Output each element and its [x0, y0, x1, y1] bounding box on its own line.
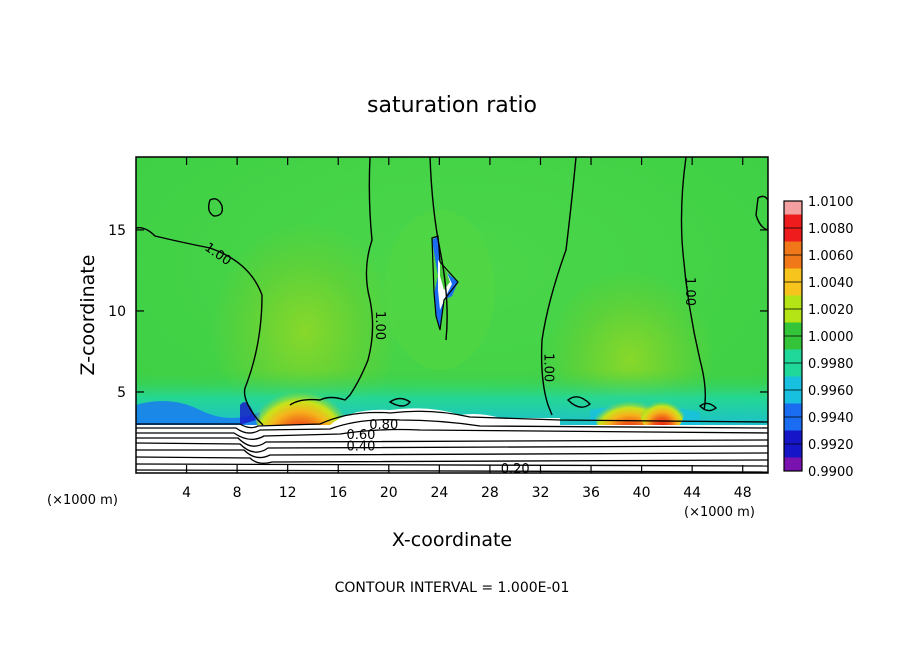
x-tick-label: 8 [233, 485, 242, 501]
x-tick-label: 44 [683, 485, 701, 501]
x-tick-label: 16 [329, 485, 347, 501]
x-tick-label: 48 [734, 485, 752, 501]
contour-lines [136, 157, 768, 426]
x-unit-right: (×1000 m) [684, 505, 755, 520]
colorbar-swatch [784, 309, 802, 323]
y-tick-label: 15 [108, 223, 126, 239]
colorbar-label: 1.0000 [808, 330, 854, 345]
colorbar-swatch [784, 457, 802, 471]
contour-label: 0.40 [347, 439, 376, 454]
contour-interval-note: CONTOUR INTERVAL = 1.000E-01 [335, 580, 570, 596]
colorbar-label: 1.0060 [808, 249, 854, 264]
x-tick-label: 32 [532, 485, 550, 501]
colorbar-swatch [784, 268, 802, 282]
x-unit-left: (×1000 m) [47, 493, 118, 508]
colorbar-swatch [784, 376, 802, 390]
colorbar-swatch [784, 390, 802, 404]
stratified-contours [136, 410, 768, 473]
colorbar-swatch [784, 417, 802, 431]
contour-label: 0.20 [501, 462, 530, 477]
colorbar-swatch [784, 295, 802, 309]
colorbar: 1.0100 1.0080 1.0060 1.0040 1.0020 1.0000 0.99… [783, 195, 854, 480]
x-axis-ticks: 4 8 12 16 20 24 28 32 36 40 44 48 [182, 157, 752, 501]
colorbar-swatch [784, 255, 802, 269]
x-axis-label: X-coordinate [392, 529, 512, 551]
contour-label: 1.00 [682, 277, 697, 306]
contour-label: 1.00 [540, 353, 555, 382]
contour-label: 0.80 [369, 418, 398, 433]
colorbar-label: 0.9900 [808, 465, 854, 480]
colorbar-label: 1.0040 [808, 276, 854, 291]
y-axis-ticks: 5 10 15 [108, 223, 768, 401]
y-tick-label: 5 [117, 385, 126, 401]
x-tick-label: 36 [582, 485, 600, 501]
colorbar-swatch [784, 403, 802, 417]
x-tick-label: 28 [481, 485, 499, 501]
contour-label: 1.00 [372, 311, 387, 340]
colorbar-swatch [784, 201, 802, 215]
y-axis-label: Z-coordinate [77, 255, 99, 376]
contour-label: 0.60 [347, 428, 376, 443]
contour-field [136, 157, 768, 473]
y-tick-label: 10 [108, 304, 126, 320]
colorbar-label: 1.0020 [808, 303, 854, 318]
x-tick-label: 20 [380, 485, 398, 501]
colorbar-swatch [784, 228, 802, 242]
colorbar-swatch [784, 214, 802, 228]
x-tick-label: 24 [430, 485, 448, 501]
colorbar-swatch [784, 430, 802, 444]
colorbar-swatch [784, 349, 802, 363]
colorbar-swatch [784, 282, 802, 296]
colorbar-label: 0.9960 [808, 384, 854, 399]
colorbar-swatch [784, 322, 802, 336]
colorbar-swatch [784, 241, 802, 255]
plot-frame [135, 156, 769, 474]
colorbar-label: 0.9920 [808, 438, 854, 453]
x-tick-label: 12 [279, 485, 297, 501]
colorbar-label: 0.9980 [808, 357, 854, 372]
x-tick-label: 40 [633, 485, 651, 501]
colorbar-label: 1.0080 [808, 222, 854, 237]
x-tick-label: 4 [182, 485, 191, 501]
colorbar-swatch [784, 336, 802, 350]
chart-title: saturation ratio [367, 93, 537, 118]
colorbar-swatch [784, 363, 802, 377]
colorbar-swatch [784, 444, 802, 458]
colorbar-label: 1.0100 [808, 195, 854, 210]
colorbar-label: 0.9940 [808, 411, 854, 426]
